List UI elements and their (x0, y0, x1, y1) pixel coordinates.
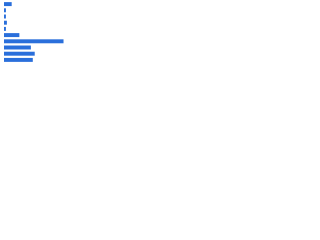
bar (4, 57, 33, 62)
bar (4, 39, 64, 44)
bar (4, 26, 6, 31)
bar (4, 14, 6, 19)
page: (() => { const data = JSON.parse(documen… (0, 0, 320, 71)
bar (4, 2, 12, 7)
bar (4, 51, 35, 56)
bar (4, 33, 20, 38)
bar (4, 45, 31, 50)
bar (4, 20, 7, 25)
chart (4, 2, 64, 62)
bar (4, 8, 6, 13)
